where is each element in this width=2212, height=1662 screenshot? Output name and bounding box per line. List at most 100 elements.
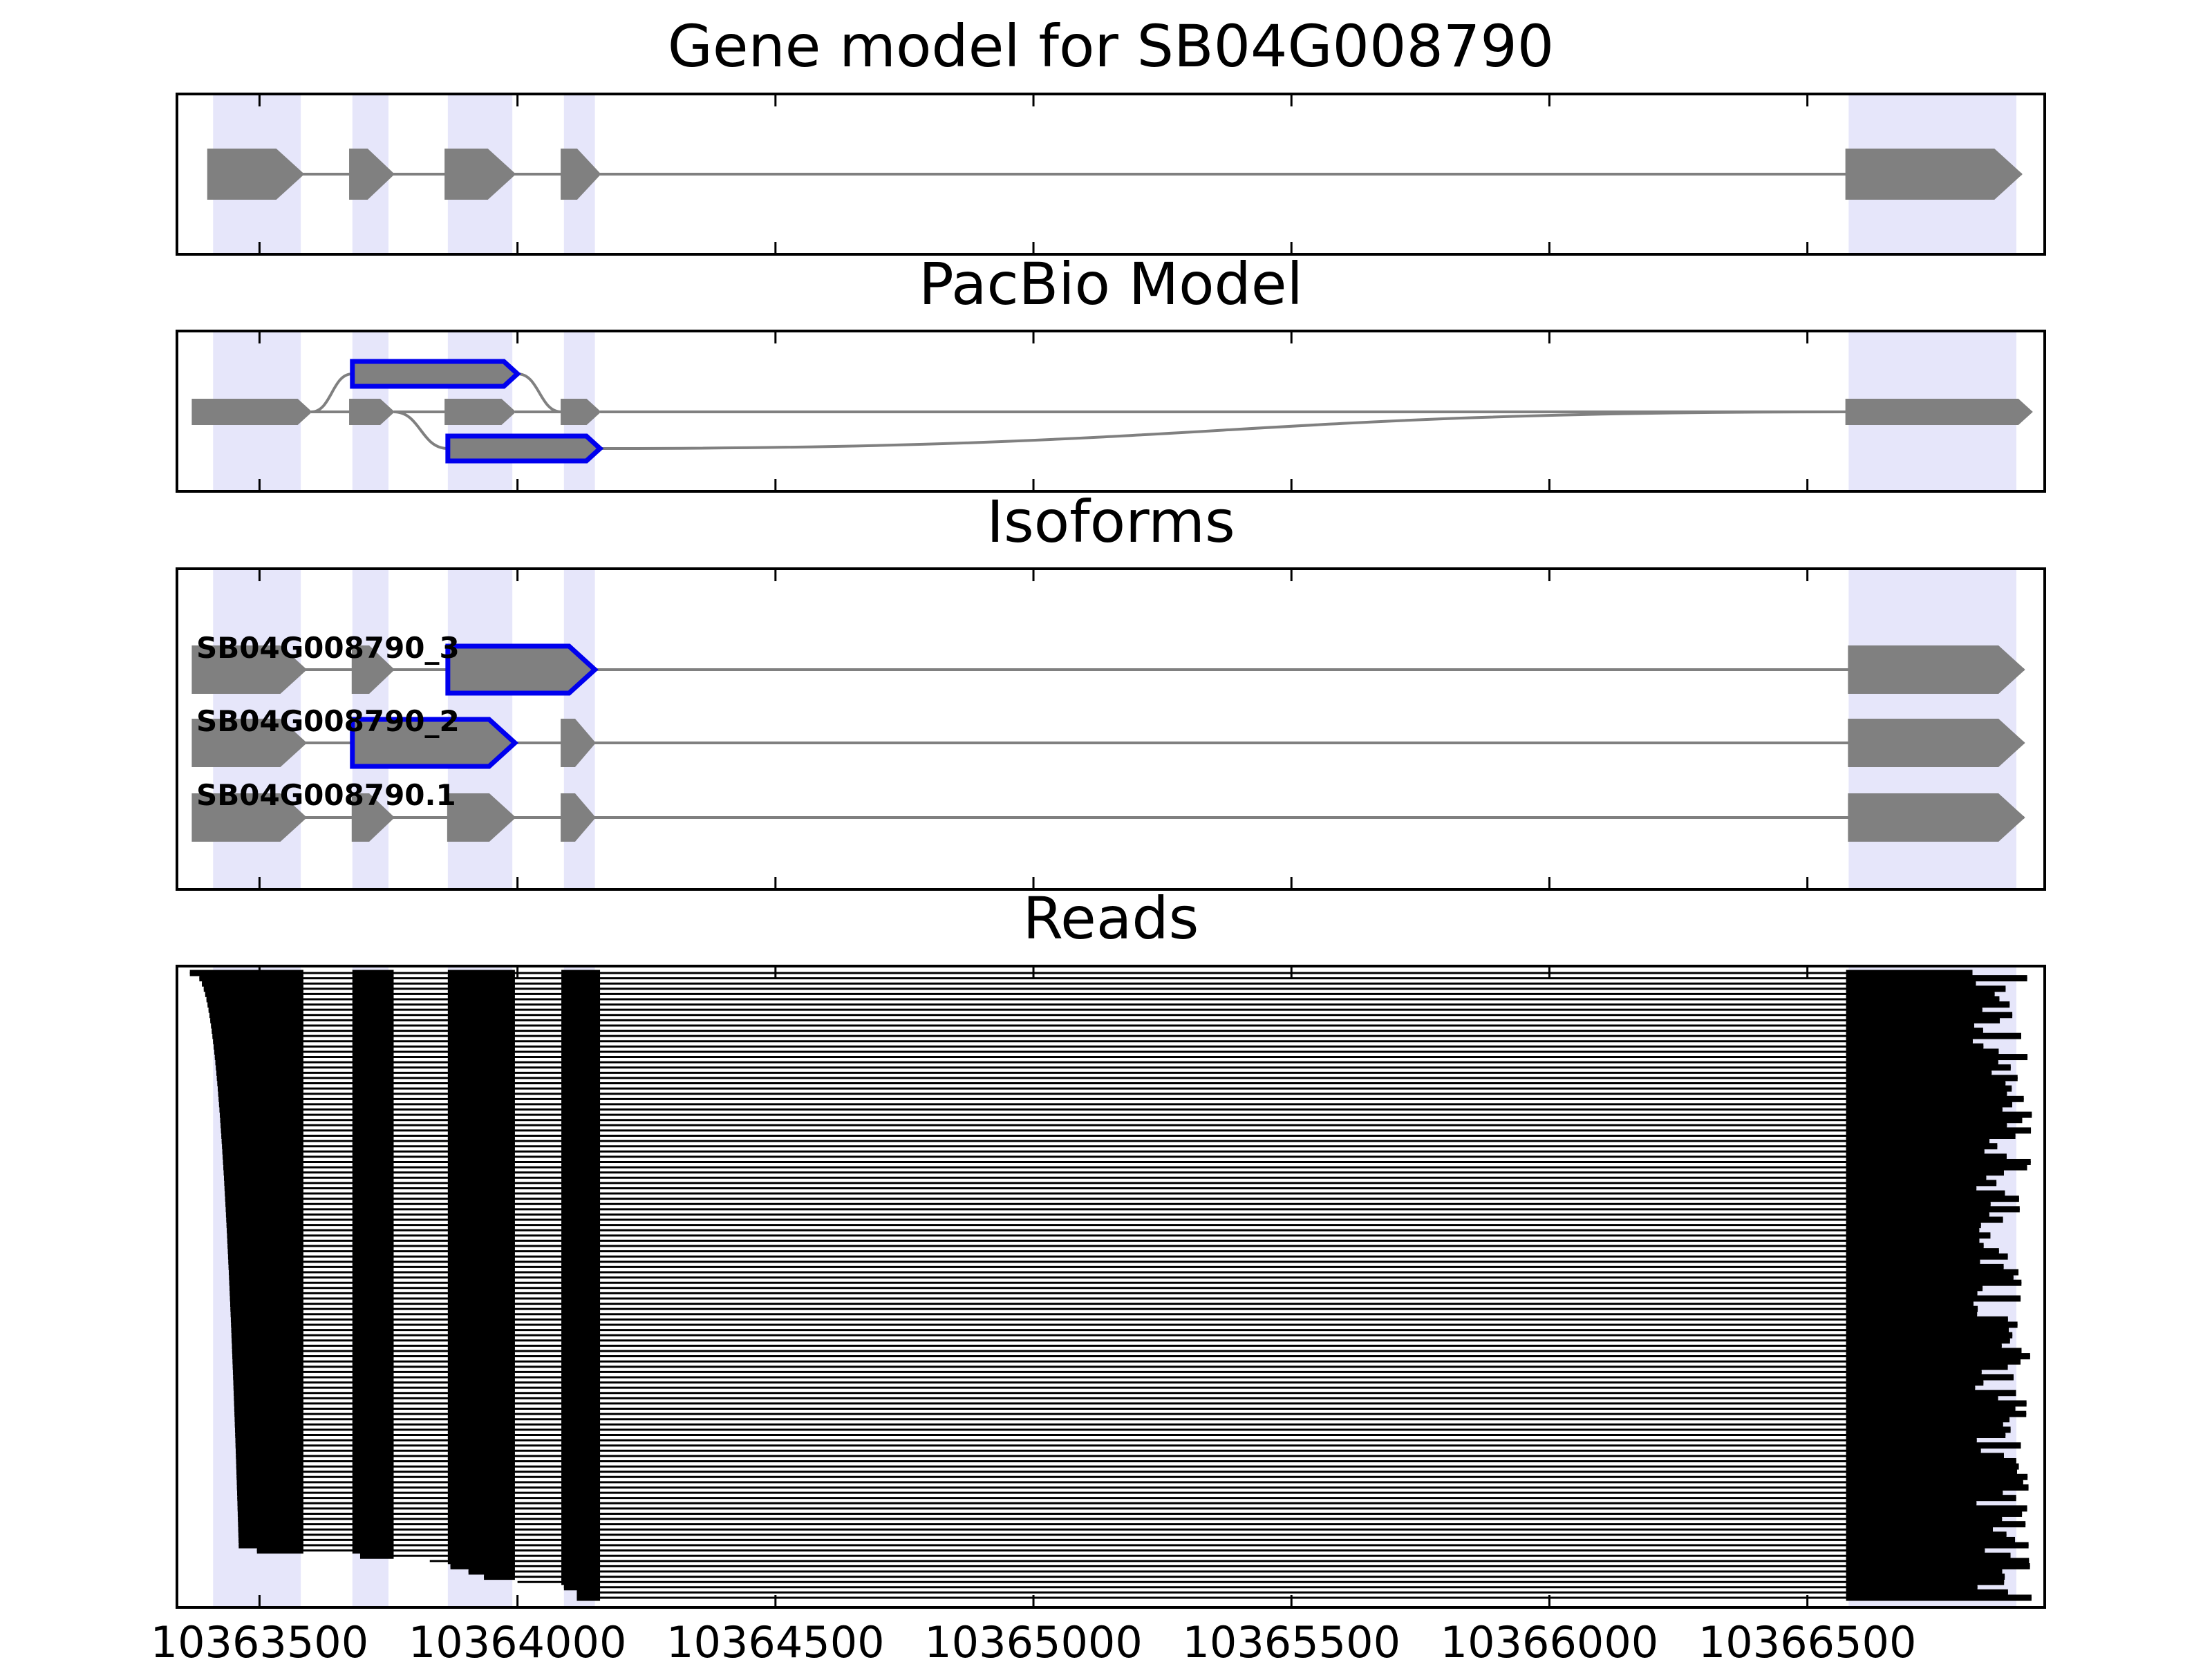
read-exon-block [561, 1174, 601, 1181]
read-exon-block [1846, 1001, 2010, 1008]
read-exon-block [352, 1342, 394, 1349]
read-exon-block [223, 1164, 303, 1171]
read-exon-block [561, 1143, 601, 1150]
read-exon-block [234, 1390, 303, 1397]
read-exon-block [561, 1505, 601, 1512]
read-exon-block [1846, 1327, 2009, 1334]
reads-frame [176, 965, 2046, 1609]
read-exon-block [1846, 1453, 2004, 1460]
read-exon-block [1846, 1463, 2019, 1470]
read-exon-block [447, 1337, 515, 1344]
read-exon-block [447, 1348, 515, 1354]
read-exon-block [352, 1274, 394, 1281]
read-exon-block [352, 1463, 394, 1470]
read-exon-block [561, 1148, 601, 1155]
read-exon-block [1846, 1069, 1992, 1076]
read-exon-block [561, 1022, 601, 1029]
read-exon-block [447, 1395, 515, 1401]
read-exon-block [352, 1395, 394, 1401]
pacbio-exon [561, 399, 601, 425]
read-exon-block [352, 1285, 394, 1292]
read-exon-block [561, 1348, 601, 1354]
read-exon-block [561, 1043, 601, 1050]
read-exon-block [447, 1473, 515, 1480]
read-exon-block [352, 1384, 394, 1391]
read-exon-block [237, 1489, 303, 1496]
read-exon-block [352, 996, 394, 1003]
read-exon-block [1846, 1552, 2011, 1559]
read-exon-block [1846, 1594, 2032, 1601]
read-exon-block [236, 1484, 303, 1491]
read-exon-block [205, 990, 303, 997]
read-exon-block [1846, 985, 2006, 992]
read-exon-block [561, 1400, 601, 1407]
read-exon-block [1846, 1531, 2007, 1538]
exon [351, 793, 395, 842]
read-exon-block [352, 1453, 394, 1460]
read-exon-block [447, 1064, 515, 1071]
read-exon-block [234, 1400, 303, 1407]
read-exon-block [352, 1243, 394, 1249]
read-exon-block [1846, 1085, 2012, 1092]
read-exon-block [561, 980, 601, 987]
read-exon-block [352, 1032, 394, 1039]
read-exon-block [561, 1279, 601, 1286]
read-exon-block [561, 1327, 601, 1334]
read-exon-block [226, 1222, 303, 1229]
read-exon-block [1846, 1017, 2000, 1023]
read-exon-block [447, 975, 515, 982]
read-exon-block [561, 985, 601, 992]
read-exon-block [447, 1090, 515, 1097]
read-exon-block [561, 1447, 601, 1454]
read-exon-block [447, 1180, 515, 1187]
read-exon-block [561, 970, 601, 976]
read-exon-block [352, 1153, 394, 1160]
read-exon-block [1846, 1574, 2005, 1580]
read-exon-block [1846, 1305, 1978, 1312]
read-exon-block [447, 1196, 515, 1202]
read-exon-block [561, 1295, 601, 1302]
read-exon-block [225, 1200, 303, 1207]
read-exon-block [352, 1222, 394, 1229]
x-tick-label: 10365500 [1182, 1617, 1400, 1659]
read-exon-block [561, 996, 601, 1003]
reads-ticks [258, 966, 1809, 1607]
read-exon-block [561, 1006, 601, 1013]
read-exon-block [228, 1269, 303, 1276]
read-exon-block [1846, 1442, 2021, 1449]
read-exon-block [563, 1584, 601, 1591]
read-exon-block [447, 1442, 515, 1449]
read-exon-block [561, 1196, 601, 1202]
read-exon-block [561, 1542, 601, 1549]
read-exon-block [352, 970, 394, 976]
read-exon-block [352, 1469, 394, 1475]
read-exon-block [1846, 1263, 2004, 1270]
read-exon-block [352, 1069, 394, 1076]
read-exon-block [352, 1295, 394, 1302]
exon [350, 717, 519, 769]
read-exon-block [1846, 1495, 2016, 1502]
read-exon-block [1846, 1332, 2013, 1339]
read-exon-block [199, 975, 303, 982]
read-exon-block [228, 1258, 303, 1265]
read-exon-block [352, 1363, 394, 1370]
read-exon-block [1846, 1206, 2020, 1213]
read-exon-block [561, 1301, 601, 1307]
read-exon-block [561, 1578, 601, 1585]
read-exon-block [1846, 1132, 2016, 1139]
read-exon-block [234, 1421, 303, 1428]
read-exon-block [561, 1017, 601, 1023]
read-exon-block [352, 1090, 394, 1097]
read-exon-block [561, 1536, 601, 1543]
read-exon-block [447, 1222, 515, 1229]
read-exon-block [1846, 1279, 2022, 1286]
read-exon-block [352, 1269, 394, 1276]
read-exon-block [221, 1122, 303, 1129]
read-exon-block [352, 1206, 394, 1213]
read-exon-block [209, 1012, 303, 1019]
read-exon-block [447, 1216, 515, 1223]
read-exon-block [1846, 975, 2027, 982]
isoform-tracks [191, 643, 2025, 842]
exon [351, 645, 395, 694]
read-exon-block [352, 1290, 394, 1296]
